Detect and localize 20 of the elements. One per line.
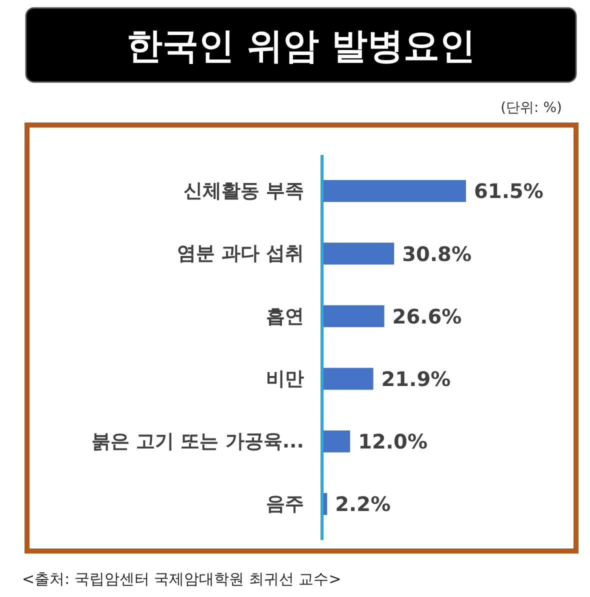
data-label: 12.0% xyxy=(358,430,428,454)
chart-title: 한국인 위암 발병요인 xyxy=(126,26,476,67)
data-label: 61.5% xyxy=(474,179,544,204)
bar xyxy=(322,305,384,328)
data-label: 21.9% xyxy=(381,367,451,391)
bar xyxy=(322,180,466,202)
bar xyxy=(322,430,350,452)
bar xyxy=(322,242,394,265)
data-label: 30.8% xyxy=(402,242,472,266)
y-tick-label: 흡연 xyxy=(266,305,304,328)
bar xyxy=(322,368,374,390)
y-tick-label: 신체활동 부족 xyxy=(183,180,304,202)
y-tick-label: 염분 과다 섭취 xyxy=(176,242,304,265)
y-tick-label: 비만 xyxy=(266,368,304,390)
data-label: 2.2% xyxy=(335,492,391,516)
y-tick-label: 음주 xyxy=(266,493,304,516)
text: (단위: %) xyxy=(500,100,562,116)
text: <출처: 국립암센터 국제암대학원 최귀선 교수> xyxy=(22,570,342,588)
data-label: 26.6% xyxy=(392,304,462,328)
y-tick-label: 붉은 고기 또는 가공육... xyxy=(92,430,304,452)
